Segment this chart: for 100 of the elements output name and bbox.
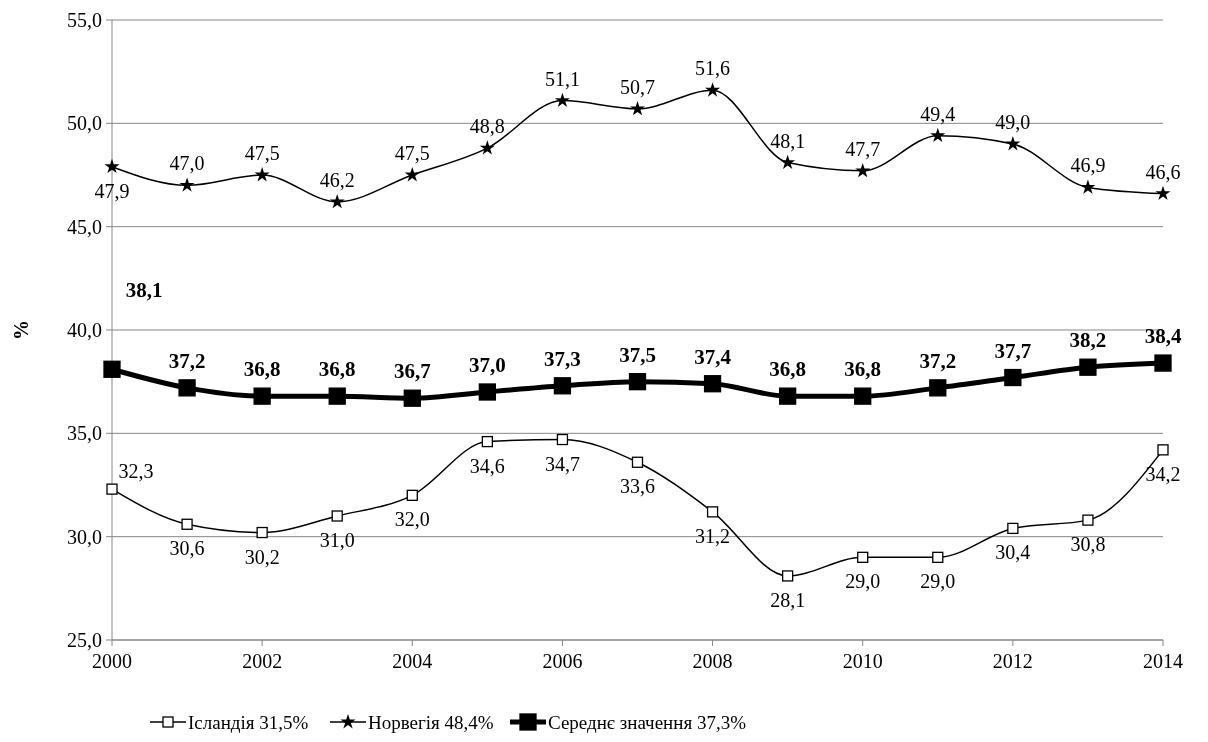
data-label: 47,9 [94, 179, 130, 202]
data-label: 29,0 [845, 570, 881, 593]
point [253, 387, 271, 405]
point [629, 100, 646, 116]
point [703, 375, 722, 393]
data-label: 37,2 [168, 348, 206, 373]
point [706, 506, 719, 518]
data-label: 32,0 [394, 508, 430, 531]
data-label: 38,1 [125, 278, 163, 303]
y-tick-label: 25,0 [67, 629, 102, 651]
point [106, 483, 118, 495]
legend-label: Ісландія 31,5% [188, 711, 309, 733]
point [932, 551, 944, 563]
point [556, 433, 569, 446]
data-label: 47,5 [244, 142, 280, 164]
point [403, 389, 421, 407]
point [1155, 185, 1171, 200]
data-label: 48,8 [469, 115, 505, 138]
point [1157, 444, 1169, 456]
point [854, 387, 872, 405]
point [103, 360, 121, 378]
x-tick-label: 2000 [92, 650, 132, 672]
point [1154, 354, 1172, 372]
point [1079, 358, 1097, 376]
point [1082, 514, 1094, 526]
point [929, 379, 947, 397]
point [406, 489, 418, 501]
point [554, 92, 570, 107]
data-label: 46,9 [1070, 154, 1106, 177]
point [553, 377, 572, 395]
legend-label: Середнє значення 37,3% [548, 711, 747, 733]
point [930, 127, 946, 143]
y-axis-title: % [10, 320, 32, 340]
point [181, 518, 193, 530]
data-label: 32,3 [118, 460, 154, 483]
x-tick-label: 2010 [842, 650, 883, 672]
point [104, 158, 120, 174]
x-tick-label: 2012 [992, 650, 1033, 672]
point [479, 140, 495, 155]
data-label: 48,1 [770, 129, 806, 152]
data-label: 30,6 [169, 537, 205, 560]
data-label: 28,1 [770, 588, 806, 611]
data-label: 47,7 [845, 137, 881, 160]
x-tick-label: 2002 [242, 650, 283, 672]
point [328, 387, 346, 405]
point [1004, 368, 1022, 387]
data-label: 37,3 [544, 346, 581, 371]
point [1007, 522, 1019, 535]
data-label: 36,8 [318, 357, 356, 382]
y-tick-label: 40,0 [67, 319, 102, 341]
y-tick-label: 45,0 [67, 215, 102, 238]
point [331, 510, 343, 522]
legend-label: Норвегія 48,4% [368, 711, 494, 733]
point [781, 570, 794, 582]
data-label: 30,4 [995, 541, 1031, 564]
x-tick-label: 2008 [692, 650, 733, 672]
data-label: 51,6 [695, 57, 731, 80]
data-label: 49,0 [995, 111, 1031, 133]
point [705, 82, 721, 97]
data-label: 38,4 [1144, 324, 1182, 349]
data-label: 37,4 [694, 344, 732, 369]
data-label: 37,2 [919, 348, 957, 373]
point [478, 383, 497, 401]
point [855, 162, 871, 178]
x-tick-label: 2006 [542, 650, 583, 672]
data-label: 46,6 [1145, 160, 1181, 183]
x-tick-label: 2014 [1143, 650, 1183, 672]
point [1080, 179, 1096, 194]
point [631, 456, 644, 468]
data-label: 36,8 [243, 357, 281, 382]
data-label: 36,8 [769, 357, 807, 382]
data-label: 29,0 [920, 570, 956, 593]
point [404, 167, 420, 182]
data-label: 50,7 [620, 75, 655, 98]
point [329, 193, 345, 209]
data-label: 47,5 [394, 142, 430, 164]
y-tick-label: 30,0 [67, 525, 102, 548]
point [481, 435, 494, 448]
data-label: 51,1 [544, 67, 580, 90]
data-label: 34,6 [469, 454, 505, 477]
point [254, 167, 270, 182]
data-label: 31,2 [695, 524, 731, 547]
y-tick-label: 35,0 [67, 422, 102, 445]
point [178, 379, 196, 397]
y-tick-label: 55,0 [67, 9, 102, 31]
point [256, 526, 268, 539]
y-tick-label: 50,0 [67, 112, 102, 135]
data-label: 30,2 [244, 545, 280, 568]
data-label: 37,5 [619, 342, 656, 367]
data-label: 30,8 [1070, 533, 1106, 556]
point [857, 551, 869, 563]
data-label: 34,7 [544, 452, 580, 475]
data-label: 33,6 [620, 475, 655, 498]
data-label: 31,0 [319, 529, 355, 551]
point [1005, 136, 1021, 151]
data-label: 49,4 [920, 102, 956, 125]
x-tick-label: 2004 [392, 650, 433, 672]
data-label: 37,7 [994, 338, 1032, 363]
data-label: 38,2 [1069, 328, 1107, 353]
point [628, 373, 647, 391]
